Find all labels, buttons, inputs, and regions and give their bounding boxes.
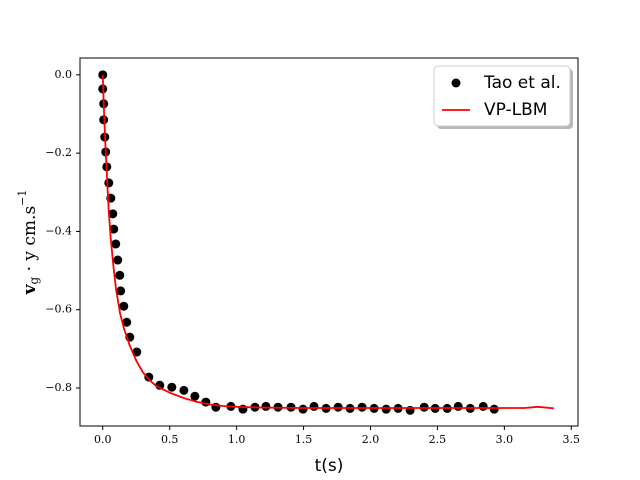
data-point	[109, 224, 119, 234]
y-tick-label: −0.2	[45, 146, 72, 159]
data-point	[111, 239, 121, 249]
x-tick-label: 2.0	[362, 433, 380, 446]
data-point	[453, 401, 463, 411]
data-point	[144, 372, 154, 382]
y-label-sub: g	[27, 277, 41, 285]
legend-label: VP-LBM	[484, 100, 547, 120]
data-point	[108, 209, 118, 219]
y-label-mid: · y cm.s	[20, 206, 40, 277]
y-tick-label: −0.6	[45, 303, 72, 316]
x-tick-label: 3.5	[563, 433, 581, 446]
x-tick-label: 2.5	[429, 433, 447, 446]
x-tick-label: 1.5	[295, 433, 313, 446]
legend-box	[433, 65, 571, 127]
data-point	[261, 401, 271, 411]
y-axis-label: vg · y cm.s−1	[16, 190, 41, 296]
data-point	[478, 401, 488, 411]
legend-marker	[451, 78, 461, 88]
y-tick-label: −0.4	[45, 224, 72, 237]
data-point	[104, 178, 114, 188]
y-label-main: v	[20, 283, 40, 295]
x-axis-label: t(s)	[315, 456, 344, 476]
data-point	[190, 391, 200, 401]
data-point	[116, 286, 126, 296]
data-point	[122, 317, 132, 327]
x-tick-label: 3.0	[496, 433, 514, 446]
y-tick-label: −0.8	[45, 381, 72, 394]
plot-area	[98, 70, 554, 415]
data-point	[298, 404, 308, 414]
data-point	[489, 404, 499, 414]
y-tick-label: 0.0	[55, 68, 73, 81]
data-line	[101, 74, 554, 410]
data-point	[167, 382, 177, 392]
x-tick-label: 1.0	[228, 433, 246, 446]
data-point	[309, 401, 319, 411]
data-point	[179, 385, 189, 395]
data-point	[132, 347, 142, 357]
x-tick-label: 0.0	[94, 433, 112, 446]
data-point	[381, 404, 391, 414]
data-point	[113, 255, 123, 265]
legend-label: Tao et al.	[483, 73, 561, 93]
axes-frame	[79, 57, 579, 427]
data-point	[115, 270, 125, 280]
data-point	[119, 301, 129, 311]
y-label-sup: −1	[16, 190, 29, 206]
x-tick-label: 0.5	[161, 433, 179, 446]
